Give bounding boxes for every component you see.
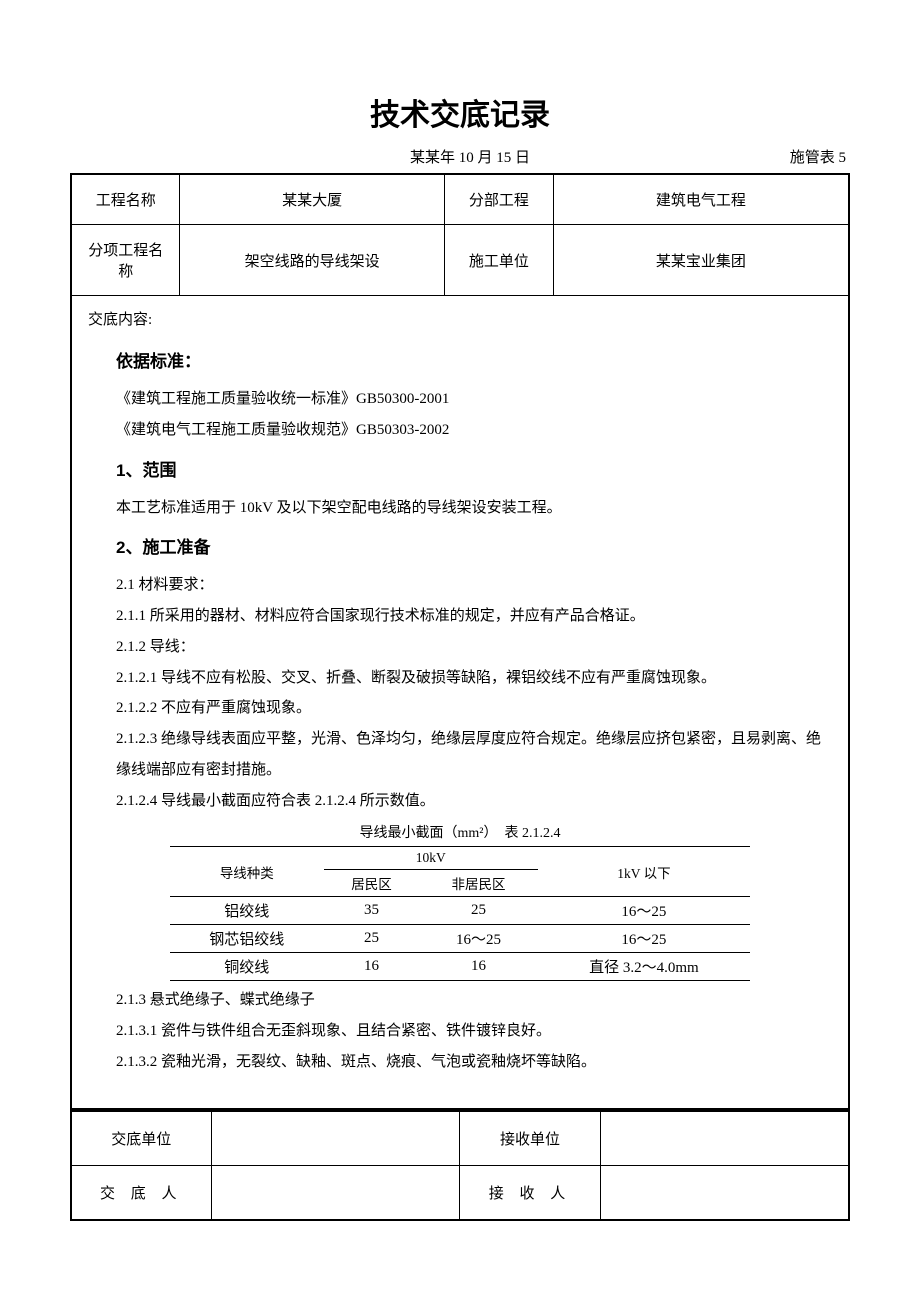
cell-below: 直径 3.2～4.0mm xyxy=(538,953,750,981)
basis-line-2: 《建筑电气工程施工质量验收规范》GB50303-2002 xyxy=(116,415,822,446)
p-2-1-2-4: 2.1.2.4 导线最小截面应符合表 2.1.2.4 所示数值。 xyxy=(116,786,822,817)
p-2-1-2-1: 2.1.2.1 导线不应有松股、交叉、折叠、断裂及破损等缺陷，裸铝绞线不应有严重… xyxy=(116,663,822,694)
cell-res: 25 xyxy=(324,925,420,953)
label-disclose-person: 交 底 人 xyxy=(71,1165,211,1220)
content-header: 交底内容: xyxy=(88,308,832,329)
cell-below: 16～25 xyxy=(538,897,750,925)
cell-nonres: 16 xyxy=(419,953,537,981)
table-number: 施管表 5 xyxy=(726,146,846,167)
value-disclose-person xyxy=(211,1165,460,1220)
value-sub-project: 建筑电气工程 xyxy=(553,174,849,225)
footer-row-1: 交底单位 接收单位 xyxy=(71,1111,849,1166)
value-disclose-unit xyxy=(211,1111,460,1166)
value-receive-person xyxy=(600,1165,849,1220)
prep-heading: 2、施工准备 xyxy=(116,533,832,558)
value-construction-unit: 某某宝业集团 xyxy=(553,225,849,296)
cell-res: 16 xyxy=(324,953,420,981)
value-project-name: 某某大厦 xyxy=(180,174,445,225)
wire-section-table: 导线种类 10kV 1kV 以下 居民区 非居民区 铝绞线 35 25 16～2… xyxy=(170,846,750,981)
value-receive-unit xyxy=(600,1111,849,1166)
label-item-name: 分项工程名称 xyxy=(71,225,180,296)
scope-heading: 1、范围 xyxy=(116,456,832,481)
col-nonresidential: 非居民区 xyxy=(419,870,537,897)
inner-row-2: 钢芯铝绞线 25 16～25 16～25 xyxy=(170,925,750,953)
basis-line-1: 《建筑工程施工质量验收统一标准》GB50300-2001 xyxy=(116,384,822,415)
label-disclose-unit: 交底单位 xyxy=(71,1111,211,1166)
content-row: 交底内容: 依据标准： 《建筑工程施工质量验收统一标准》GB50300-2001… xyxy=(71,296,849,1109)
label-receive-person: 接 收 人 xyxy=(460,1165,600,1220)
p-2-1: 2.1 材料要求： xyxy=(116,570,822,601)
col-wire-type: 导线种类 xyxy=(170,847,324,897)
label-sub-project: 分部工程 xyxy=(444,174,553,225)
p-2-1-2-3: 2.1.2.3 绝缘导线表面应平整，光滑、色泽均匀，绝缘层厚度应符合规定。绝缘层… xyxy=(116,724,822,786)
inner-table-caption: 导线最小截面（mm²） 表 2.1.2.4 xyxy=(88,822,832,842)
cell-res: 35 xyxy=(324,897,420,925)
main-form-table: 工程名称 某某大厦 分部工程 建筑电气工程 分项工程名称 架空线路的导线架设 施… xyxy=(70,173,850,1110)
col-10kv: 10kV xyxy=(324,847,538,870)
date-text: 某某年 10 月 15 日 xyxy=(74,146,726,167)
header-row-1: 工程名称 某某大厦 分部工程 建筑电气工程 xyxy=(71,174,849,225)
scope-text: 本工艺标准适用于 10kV 及以下架空配电线路的导线架设安装工程。 xyxy=(116,493,822,524)
value-item-name: 架空线路的导线架设 xyxy=(180,225,445,296)
p-2-1-2-2: 2.1.2.2 不应有严重腐蚀现象。 xyxy=(116,693,822,724)
footer-table: 交底单位 接收单位 交 底 人 接 收 人 xyxy=(70,1110,850,1221)
p-2-1-3-1: 2.1.3.1 瓷件与铁件组合无歪斜现象、且结合紧密、铁件镀锌良好。 xyxy=(116,1016,822,1047)
cell-nonres: 16～25 xyxy=(419,925,537,953)
col-1kv: 1kV 以下 xyxy=(538,847,750,897)
content-cell: 交底内容: 依据标准： 《建筑工程施工质量验收统一标准》GB50300-2001… xyxy=(71,296,849,1109)
header-row-2: 分项工程名称 架空线路的导线架设 施工单位 某某宝业集团 xyxy=(71,225,849,296)
inner-header-row-1: 导线种类 10kV 1kV 以下 xyxy=(170,847,750,870)
basis-heading: 依据标准： xyxy=(116,347,832,372)
inner-row-1: 铝绞线 35 25 16～25 xyxy=(170,897,750,925)
page-title: 技术交底记录 xyxy=(70,90,850,134)
inner-row-3: 铜绞线 16 16 直径 3.2～4.0mm xyxy=(170,953,750,981)
p-2-1-3-2: 2.1.3.2 瓷釉光滑，无裂纹、缺釉、斑点、烧痕、气泡或瓷釉烧坏等缺陷。 xyxy=(116,1047,822,1078)
cell-below: 16～25 xyxy=(538,925,750,953)
cell-type: 钢芯铝绞线 xyxy=(170,925,324,953)
p-2-1-3: 2.1.3 悬式绝缘子、蝶式绝缘子 xyxy=(116,985,822,1016)
cell-type: 铜绞线 xyxy=(170,953,324,981)
label-construction-unit: 施工单位 xyxy=(444,225,553,296)
subtitle-row: 某某年 10 月 15 日 施管表 5 xyxy=(70,146,850,167)
col-residential: 居民区 xyxy=(324,870,420,897)
cell-nonres: 25 xyxy=(419,897,537,925)
label-receive-unit: 接收单位 xyxy=(460,1111,600,1166)
footer-row-2: 交 底 人 接 收 人 xyxy=(71,1165,849,1220)
cell-type: 铝绞线 xyxy=(170,897,324,925)
label-project-name: 工程名称 xyxy=(71,174,180,225)
p-2-1-1: 2.1.1 所采用的器材、材料应符合国家现行技术标准的规定，并应有产品合格证。 xyxy=(116,601,822,632)
p-2-1-2: 2.1.2 导线： xyxy=(116,632,822,663)
